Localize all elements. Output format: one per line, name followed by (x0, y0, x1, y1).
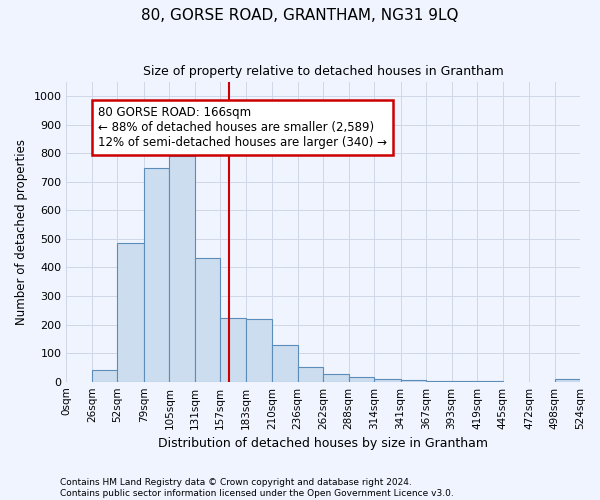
Text: 80, GORSE ROAD, GRANTHAM, NG31 9LQ: 80, GORSE ROAD, GRANTHAM, NG31 9LQ (141, 8, 459, 22)
Bar (92, 370, 118, 382)
Text: Contains HM Land Registry data © Crown copyright and database right 2024.
Contai: Contains HM Land Registry data © Crown c… (60, 478, 454, 498)
Bar (426, 381, 452, 382)
Bar (374, 379, 401, 382)
Bar (272, 346, 298, 382)
Bar (401, 380, 426, 382)
Bar (323, 374, 349, 382)
Bar (246, 319, 272, 382)
Title: Size of property relative to detached houses in Grantham: Size of property relative to detached ho… (143, 65, 503, 78)
Bar (452, 381, 477, 382)
Bar (220, 318, 246, 382)
Bar (298, 367, 323, 382)
Text: 80 GORSE ROAD: 166sqm
← 88% of detached houses are smaller (2,589)
12% of semi-d: 80 GORSE ROAD: 166sqm ← 88% of detached … (98, 106, 387, 148)
Bar (349, 378, 374, 382)
Bar (144, 168, 169, 382)
Bar (118, 243, 144, 382)
Y-axis label: Number of detached properties: Number of detached properties (15, 139, 28, 325)
Bar (169, 156, 195, 382)
Bar (195, 258, 220, 382)
Bar (554, 379, 580, 382)
X-axis label: Distribution of detached houses by size in Grantham: Distribution of detached houses by size … (158, 437, 488, 450)
